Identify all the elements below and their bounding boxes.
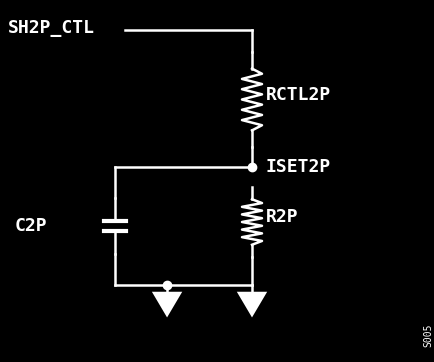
Text: S005: S005 [422, 324, 432, 347]
Text: C2P: C2P [15, 217, 47, 235]
Text: RCTL2P: RCTL2P [265, 85, 330, 104]
Polygon shape [154, 293, 180, 315]
Text: SH2P_CTL: SH2P_CTL [8, 19, 95, 37]
Polygon shape [238, 293, 264, 315]
Text: R2P: R2P [265, 208, 298, 226]
Text: ISET2P: ISET2P [265, 158, 330, 176]
